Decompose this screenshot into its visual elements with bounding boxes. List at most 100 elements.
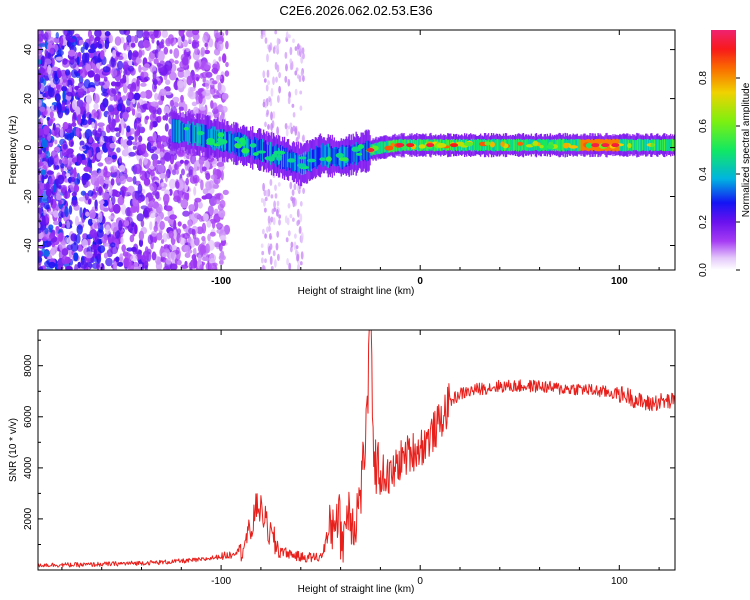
spectrogram-speckle bbox=[272, 76, 275, 85]
spectrogram-band-core bbox=[511, 139, 514, 151]
spectrogram-speckle bbox=[153, 58, 159, 65]
spectrogram-speckle bbox=[272, 217, 276, 226]
spectrogram-speckle bbox=[140, 82, 147, 87]
spectrogram-peak bbox=[517, 141, 524, 146]
spectrogram-speckle bbox=[207, 205, 214, 217]
spectrogram-speckle bbox=[115, 230, 121, 239]
spectrogram-maximum bbox=[396, 143, 405, 148]
spectrogram-speckle bbox=[180, 199, 189, 209]
spectrogram-peak bbox=[256, 150, 267, 154]
spectrogram-band-core bbox=[342, 145, 344, 169]
spectrogram-speckle bbox=[193, 106, 199, 115]
spectrogram-speckle bbox=[284, 215, 288, 224]
spectrogram-speckle bbox=[300, 70, 304, 77]
spectrogram-band-core bbox=[581, 139, 583, 151]
spectrogram-band-core bbox=[314, 149, 317, 166]
spectrogram-band-core bbox=[323, 145, 326, 165]
spectrogram-band-core bbox=[183, 124, 185, 141]
spectrogram-speckle bbox=[77, 88, 85, 95]
spectrogram-speckle bbox=[299, 261, 303, 266]
spectrogram-maximum bbox=[450, 143, 458, 148]
spectrogram-band-core bbox=[558, 138, 560, 152]
spectrogram-speckle bbox=[76, 172, 81, 184]
spectrogram-speckle bbox=[270, 266, 274, 270]
spectrogram-speckle bbox=[115, 51, 120, 56]
spectrogram-speckle bbox=[180, 94, 184, 103]
spectrogram-speckle bbox=[51, 66, 59, 72]
spectrogram-band-core bbox=[582, 139, 584, 151]
spectrogram-speckle bbox=[294, 70, 298, 76]
spectrogram-speckle bbox=[270, 111, 273, 121]
spectrogram-speckle bbox=[170, 99, 175, 107]
spectrogram-band-core bbox=[666, 139, 668, 151]
spectrogram-peak bbox=[249, 143, 257, 148]
spectrogram-speckle bbox=[164, 123, 169, 132]
spectrogram-speckle bbox=[57, 265, 64, 270]
spectrogram-speckle bbox=[275, 76, 278, 83]
spectrogram-peak bbox=[562, 142, 570, 149]
spectrogram-speckle bbox=[87, 70, 95, 78]
spectrogram-speckle bbox=[192, 248, 197, 255]
spectrogram-speckle bbox=[191, 101, 198, 107]
spectrogram-speckle bbox=[204, 49, 211, 55]
spectrogram-speckle bbox=[289, 181, 293, 190]
spectrogram-speckle bbox=[202, 78, 206, 83]
spectrogram-band-core bbox=[244, 134, 246, 157]
spectrogram-band-core bbox=[344, 147, 346, 166]
spectrogram-speckle bbox=[80, 46, 85, 53]
spectrogram-speckle bbox=[176, 181, 180, 189]
spectrogram-speckle bbox=[98, 81, 105, 86]
spectrogram-speckle bbox=[82, 173, 90, 181]
spectrogram-speckle bbox=[55, 56, 63, 61]
spectrogram-speckle bbox=[145, 115, 150, 121]
spectrogram-band-core bbox=[192, 121, 194, 146]
spectrogram-speckle bbox=[216, 228, 224, 234]
spectrogram-speckle bbox=[287, 203, 291, 209]
spectrogram-speckle bbox=[197, 201, 203, 209]
spectrogram-speckle bbox=[85, 63, 92, 72]
spectrogram-speckle bbox=[110, 245, 119, 255]
spectrogram-speckle bbox=[76, 99, 84, 109]
spectrogram-speckle bbox=[268, 96, 271, 101]
spectrogram-speckle bbox=[38, 162, 44, 167]
spectrogram-speckle bbox=[108, 187, 113, 196]
spectrogram-speckle bbox=[67, 165, 72, 170]
spectrogram-speckle bbox=[193, 186, 197, 196]
spectrogram-speckle bbox=[38, 59, 42, 65]
spectrogram-band-core bbox=[271, 146, 274, 162]
spectrogram-speckle bbox=[71, 99, 78, 111]
spectrogram-band-core bbox=[209, 126, 211, 148]
spectrogram-band-core bbox=[494, 139, 497, 151]
spectrogram-speckle bbox=[285, 31, 289, 39]
spectrogram-speckle bbox=[176, 67, 185, 72]
spectrogram-speckle bbox=[38, 251, 43, 256]
spectrogram-speckle bbox=[159, 220, 165, 230]
spectrogram-speckle bbox=[149, 221, 153, 231]
spectrogram-band-core bbox=[327, 143, 329, 168]
spectrogram-speckle bbox=[46, 170, 54, 175]
spectrogram-band-core bbox=[253, 136, 255, 160]
spectrogram-speckle bbox=[200, 179, 204, 191]
spectrogram-maximum bbox=[406, 143, 415, 148]
spectrogram-band-core bbox=[259, 139, 261, 160]
spectrogram-speckle bbox=[292, 38, 295, 44]
spectrogram-speckle bbox=[277, 253, 280, 261]
spectrogram-speckle bbox=[45, 204, 51, 210]
spectrogram-speckle bbox=[277, 182, 281, 187]
spectrogram-band-core bbox=[281, 146, 284, 170]
spectrogram-speckle bbox=[117, 55, 124, 61]
spectrogram-speckle bbox=[41, 215, 46, 227]
spectrogram-speckle bbox=[51, 104, 55, 111]
spectrogram-speckle bbox=[277, 95, 280, 103]
spectrogram-speckle bbox=[158, 100, 164, 106]
spectrogram-speckle bbox=[158, 63, 165, 72]
spectrogram-speckle bbox=[152, 131, 157, 142]
spectrogram-speckle bbox=[116, 103, 123, 112]
spectrogram-x-tick-label: 100 bbox=[611, 276, 628, 287]
spectrogram-speckle bbox=[38, 33, 44, 42]
spectrogram-band-core bbox=[561, 139, 563, 151]
snr-x-axis-label: Height of straight line (km) bbox=[298, 584, 415, 595]
spectrogram-speckle bbox=[134, 117, 142, 124]
spectrogram-speckle bbox=[297, 263, 300, 270]
spectrogram-band-core bbox=[319, 147, 322, 163]
